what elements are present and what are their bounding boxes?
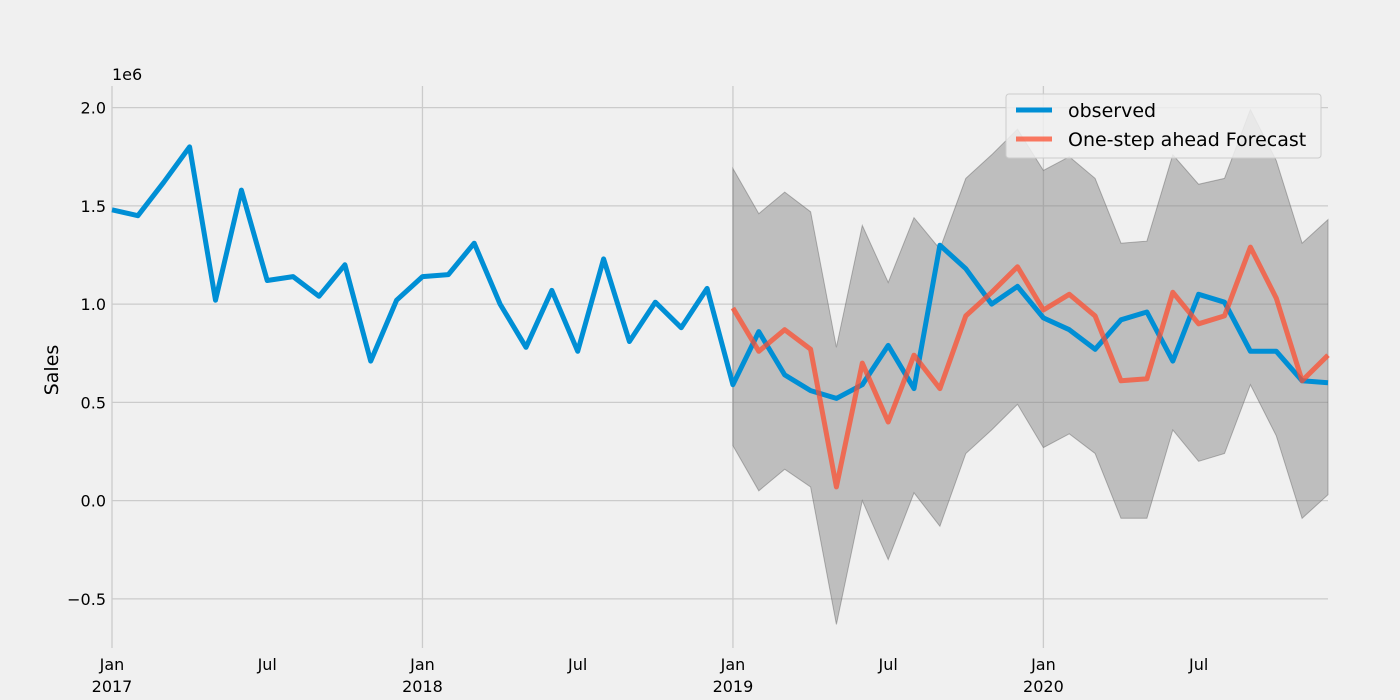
x-tick-label: Jul (567, 655, 587, 674)
legend-entry: observed (1068, 100, 1156, 122)
legend-entry: One-step ahead Forecast (1068, 129, 1306, 151)
y-tick-label: 0.5 (81, 393, 106, 412)
x-tick-year-label: 2019 (713, 677, 754, 696)
x-tick-year-label: 2018 (402, 677, 443, 696)
x-axis-ticks: Jan 2017 Jul Jan 2018 Jul Jan 2019 Jul Jan 2020 Jul (92, 655, 1209, 696)
y-tick-label: 0.0 (81, 492, 106, 511)
series-lines (111, 144, 1330, 490)
x-tick-label: Jul (1188, 655, 1208, 674)
x-tick-year-label: 2017 (92, 677, 133, 696)
x-tick-year-label: 2020 (1023, 677, 1064, 696)
series-line-0 (111, 144, 1329, 401)
y-axis-ticks: −0.5 0.0 0.5 1.0 1.5 2.0 (67, 99, 106, 609)
y-tick-label: −0.5 (67, 590, 106, 609)
grid-lines (111, 86, 1328, 648)
x-tick-label: Jan (1030, 655, 1056, 674)
y-offset-label: 1e6 (112, 65, 142, 84)
y-tick-label: 1.0 (81, 295, 106, 314)
series-line-1 (730, 244, 1330, 490)
legend-box (1005, 93, 1322, 159)
x-tick-label: Jul (257, 655, 277, 674)
legend: observed One-step ahead Forecast (1005, 93, 1322, 159)
x-tick-label: Jan (99, 655, 125, 674)
x-tick-label: Jan (409, 655, 435, 674)
y-tick-label: 1.5 (81, 197, 106, 216)
y-axis-label: Sales (41, 345, 63, 396)
x-tick-label: Jul (878, 655, 898, 674)
y-tick-label: 2.0 (81, 99, 106, 118)
x-tick-label: Jan (720, 655, 746, 674)
